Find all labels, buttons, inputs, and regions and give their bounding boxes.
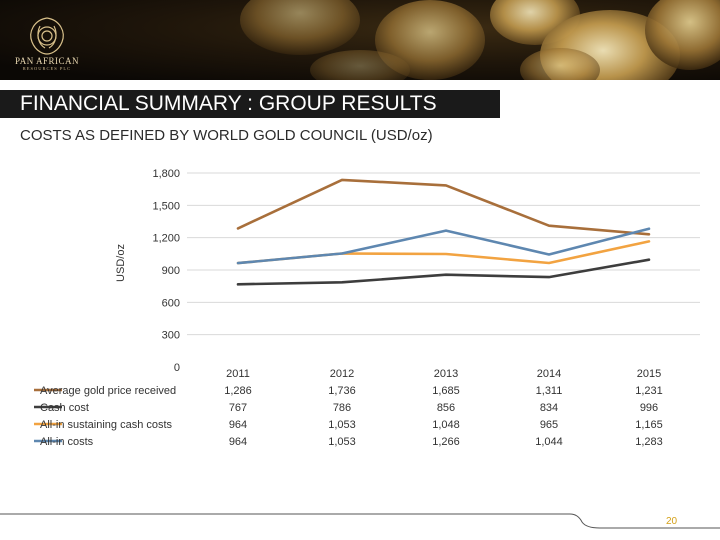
y-axis-ticks: 0 300 600 900 1,200 1,500 1,800 <box>152 168 180 374</box>
data-label: 1,283 <box>635 436 663 448</box>
data-label: 1,048 <box>432 419 460 431</box>
data-label: 786 <box>333 402 351 414</box>
data-label: 1,053 <box>328 436 356 448</box>
series-line <box>236 227 651 265</box>
chart-series <box>236 178 651 286</box>
legend-label: All-in sustaining cash costs <box>40 419 173 431</box>
y-tick-label: 1,500 <box>152 200 180 212</box>
y-axis-label: USD/oz <box>115 244 127 282</box>
y-tick-label: 0 <box>174 362 180 374</box>
y-tick-label: 1,800 <box>152 168 180 180</box>
y-tick-label: 600 <box>162 297 180 309</box>
y-tick-label: 1,200 <box>152 233 180 245</box>
slide-title: FINANCIAL SUMMARY : GROUP RESULTS <box>20 92 437 115</box>
data-label: 1,266 <box>432 436 460 448</box>
y-tick-label: 900 <box>162 265 180 277</box>
data-label: 964 <box>229 436 247 448</box>
legend-label: Cash cost <box>40 402 89 414</box>
legend-label: All-in costs <box>40 436 94 448</box>
series-line <box>236 178 651 236</box>
data-label: 965 <box>540 419 558 431</box>
data-label: 856 <box>437 402 455 414</box>
x-category-label: 2014 <box>537 368 561 380</box>
data-label: 1,044 <box>535 436 563 448</box>
x-category-label: 2015 <box>637 368 661 380</box>
data-label: 1,685 <box>432 385 460 397</box>
x-category-label: 2013 <box>434 368 458 380</box>
data-label: 767 <box>229 402 247 414</box>
data-label: 1,231 <box>635 385 663 397</box>
data-table: 2011 2012 2013 2014 2015 Average gold price r… <box>34 368 663 448</box>
data-label: 834 <box>540 402 558 414</box>
pan-african-logo-icon <box>30 17 64 55</box>
data-label: 1,165 <box>635 419 663 431</box>
data-label: 1,053 <box>328 419 356 431</box>
slide-subtitle: COSTS AS DEFINED BY WORLD GOLD COUNCIL (… <box>20 127 433 144</box>
legend-label: Average gold price received <box>40 385 176 397</box>
y-tick-label: 300 <box>162 330 180 342</box>
page-number: 20 <box>666 516 678 527</box>
data-label: 1,286 <box>224 385 252 397</box>
data-label: 1,311 <box>536 385 563 397</box>
x-category-label: 2011 <box>226 368 250 380</box>
brand-name: PAN AFRICAN <box>15 56 79 66</box>
gold-nugget-banner-image <box>0 0 720 80</box>
brand-subtitle: RESOURCES PLC <box>22 66 72 71</box>
data-label: 1,736 <box>328 385 356 397</box>
title-bar <box>0 90 500 118</box>
footer-rule <box>0 513 720 529</box>
data-label: 996 <box>640 402 658 414</box>
data-label: 964 <box>229 419 247 431</box>
x-category-label: 2012 <box>330 368 354 380</box>
header-banner: PAN AFRICAN RESOURCES PLC <box>0 0 720 80</box>
series-line <box>236 258 651 286</box>
